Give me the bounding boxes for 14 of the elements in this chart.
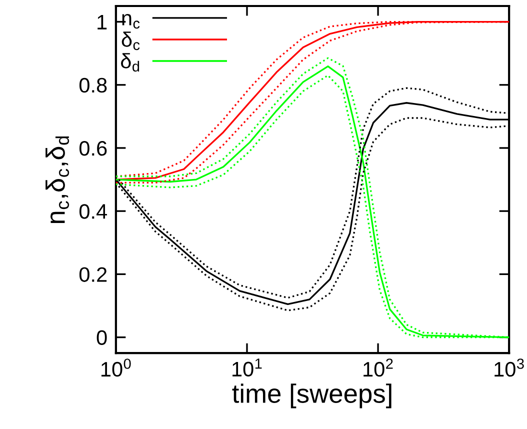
x-tick-label: 10$^{3}$ [494,358,524,377]
x-tick-label: 10$^{2}$ [364,358,393,377]
x-tick-label: 10$^{1}$ [232,358,262,377]
legend-label: δ$_{d}$ [120,53,140,72]
y-tick-label: 0.8 [79,78,107,93]
y-tick-label: 0.4 [79,204,107,219]
x-tick-label: 10$^{0}$ [101,358,131,377]
x-axis-title: time [sweeps] [232,384,392,408]
y-axis-title: n$_{c}$,δ$_{c}$,δ$_{d}$ [46,136,70,224]
y-tick-label: 0.2 [79,267,107,282]
y-tick-label: 0.6 [79,140,107,156]
y-tick-label: 1 [98,15,107,30]
legend-label: δ$_{c}$ [122,32,140,50]
y-tick-label: 0 [96,330,107,346]
